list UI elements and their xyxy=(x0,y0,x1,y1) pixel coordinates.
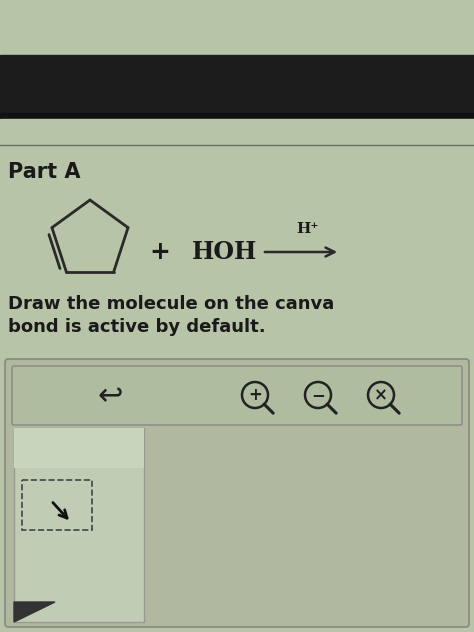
Text: HOH: HOH xyxy=(192,240,258,264)
Bar xyxy=(0,113,474,119)
Polygon shape xyxy=(14,602,55,622)
Text: −: − xyxy=(311,386,325,404)
Text: +: + xyxy=(248,386,262,404)
Bar xyxy=(0,55,474,113)
Bar xyxy=(0,119,474,632)
Bar xyxy=(22,480,92,530)
FancyBboxPatch shape xyxy=(12,366,462,425)
Text: +: + xyxy=(150,240,171,264)
Text: H⁺: H⁺ xyxy=(297,222,319,236)
Bar xyxy=(14,428,144,468)
Bar xyxy=(14,428,144,622)
Text: Draw the molecule on the canva: Draw the molecule on the canva xyxy=(8,295,334,313)
Text: ↩: ↩ xyxy=(97,382,123,411)
Text: ×: × xyxy=(374,386,388,404)
Text: Part A: Part A xyxy=(8,162,81,182)
FancyBboxPatch shape xyxy=(5,359,469,627)
Text: bond is active by default.: bond is active by default. xyxy=(8,318,265,336)
Bar xyxy=(0,0,474,55)
